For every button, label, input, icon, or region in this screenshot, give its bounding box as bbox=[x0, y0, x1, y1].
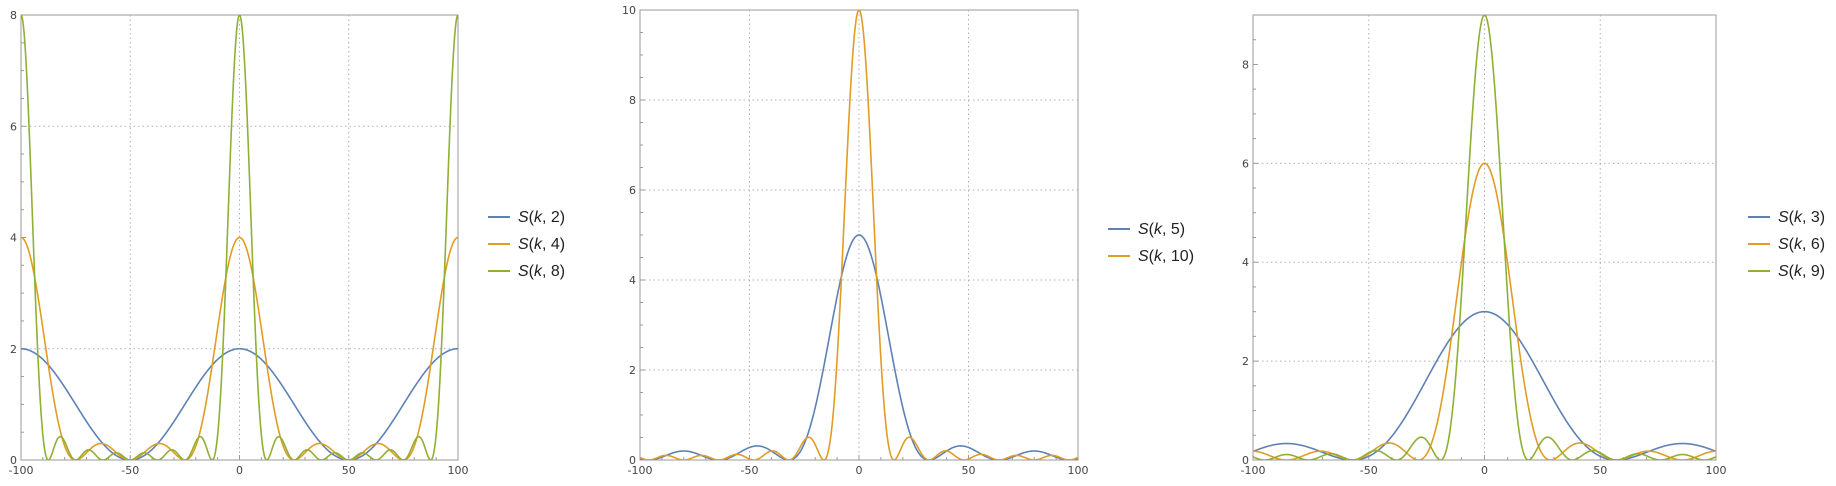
x-tick-label: 100 bbox=[1706, 464, 1727, 477]
legend-label: S(k, 10) bbox=[1138, 248, 1194, 265]
y-tick-label: 2 bbox=[1242, 355, 1249, 368]
legend-label: S(k, 9) bbox=[1778, 263, 1825, 280]
y-tick-label: 4 bbox=[1242, 256, 1249, 269]
legend-label: S(k, 6) bbox=[1778, 236, 1825, 253]
y-tick-label: 0 bbox=[1242, 454, 1249, 467]
chart-panel-3: -100 -50 0 50 100 0 2 4 6 8 S(k, 3) S(k, 6) S(k, 9) bbox=[1241, 14, 1825, 477]
y-tick-label: 0 bbox=[629, 454, 636, 467]
y-tick-label: 0 bbox=[10, 454, 17, 467]
y-tick-label: 8 bbox=[629, 94, 636, 107]
y-tick-label: 8 bbox=[1242, 58, 1249, 71]
y-tick-label: 6 bbox=[1242, 157, 1249, 170]
x-tick-label: 50 bbox=[1593, 464, 1607, 477]
y-tick-label: 10 bbox=[622, 4, 636, 17]
series-line-3 bbox=[21, 15, 458, 460]
y-tick-label: 8 bbox=[10, 9, 17, 22]
x-tick-label: -50 bbox=[121, 464, 139, 477]
legend: S(k, 5) S(k, 10) bbox=[1108, 221, 1194, 265]
y-tick-label: 2 bbox=[10, 343, 17, 356]
y-tick-label: 6 bbox=[10, 120, 17, 133]
y-tick-label: 6 bbox=[629, 184, 636, 197]
legend-label: S(k, 2) bbox=[518, 209, 565, 226]
x-tick-label: 0 bbox=[856, 464, 863, 477]
chart-panel-2: -100 -50 0 50 100 0 2 4 6 8 10 S(k, 5) S(k, 10) bbox=[622, 4, 1194, 477]
legend-label: S(k, 3) bbox=[1778, 209, 1825, 226]
y-tick-label: 2 bbox=[629, 364, 636, 377]
x-tick-label: -50 bbox=[741, 464, 759, 477]
x-tick-label: 100 bbox=[448, 464, 469, 477]
x-tick-label: -50 bbox=[1360, 464, 1378, 477]
x-tick-label: -100 bbox=[628, 464, 653, 477]
series-line-2 bbox=[21, 236, 458, 460]
legend-label: S(k, 8) bbox=[518, 263, 565, 280]
legend: S(k, 3) S(k, 6) S(k, 9) bbox=[1748, 209, 1825, 280]
series-line-2 bbox=[640, 10, 1078, 460]
series-line-1 bbox=[1253, 310, 1716, 460]
series-line-1 bbox=[21, 347, 458, 460]
x-tick-label: -100 bbox=[9, 464, 34, 477]
chart-panel-1: -100 -50 0 50 100 0 2 4 6 8 S(k, 2) S(k, 4) S(k, 8) bbox=[9, 9, 566, 477]
x-tick-label: 100 bbox=[1068, 464, 1089, 477]
x-tick-label: 0 bbox=[1481, 464, 1488, 477]
x-tick-label: 50 bbox=[342, 464, 356, 477]
series-line-2 bbox=[1253, 162, 1716, 460]
legend-label: S(k, 5) bbox=[1138, 221, 1185, 238]
y-tick-label: 4 bbox=[629, 274, 636, 287]
x-tick-label: 50 bbox=[962, 464, 976, 477]
series-line-3 bbox=[1253, 15, 1716, 460]
legend: S(k, 2) S(k, 4) S(k, 8) bbox=[488, 209, 565, 280]
x-tick-label: -100 bbox=[1241, 464, 1266, 477]
legend-label: S(k, 4) bbox=[518, 236, 565, 253]
y-tick-label: 4 bbox=[10, 232, 17, 245]
x-tick-label: 0 bbox=[236, 464, 243, 477]
